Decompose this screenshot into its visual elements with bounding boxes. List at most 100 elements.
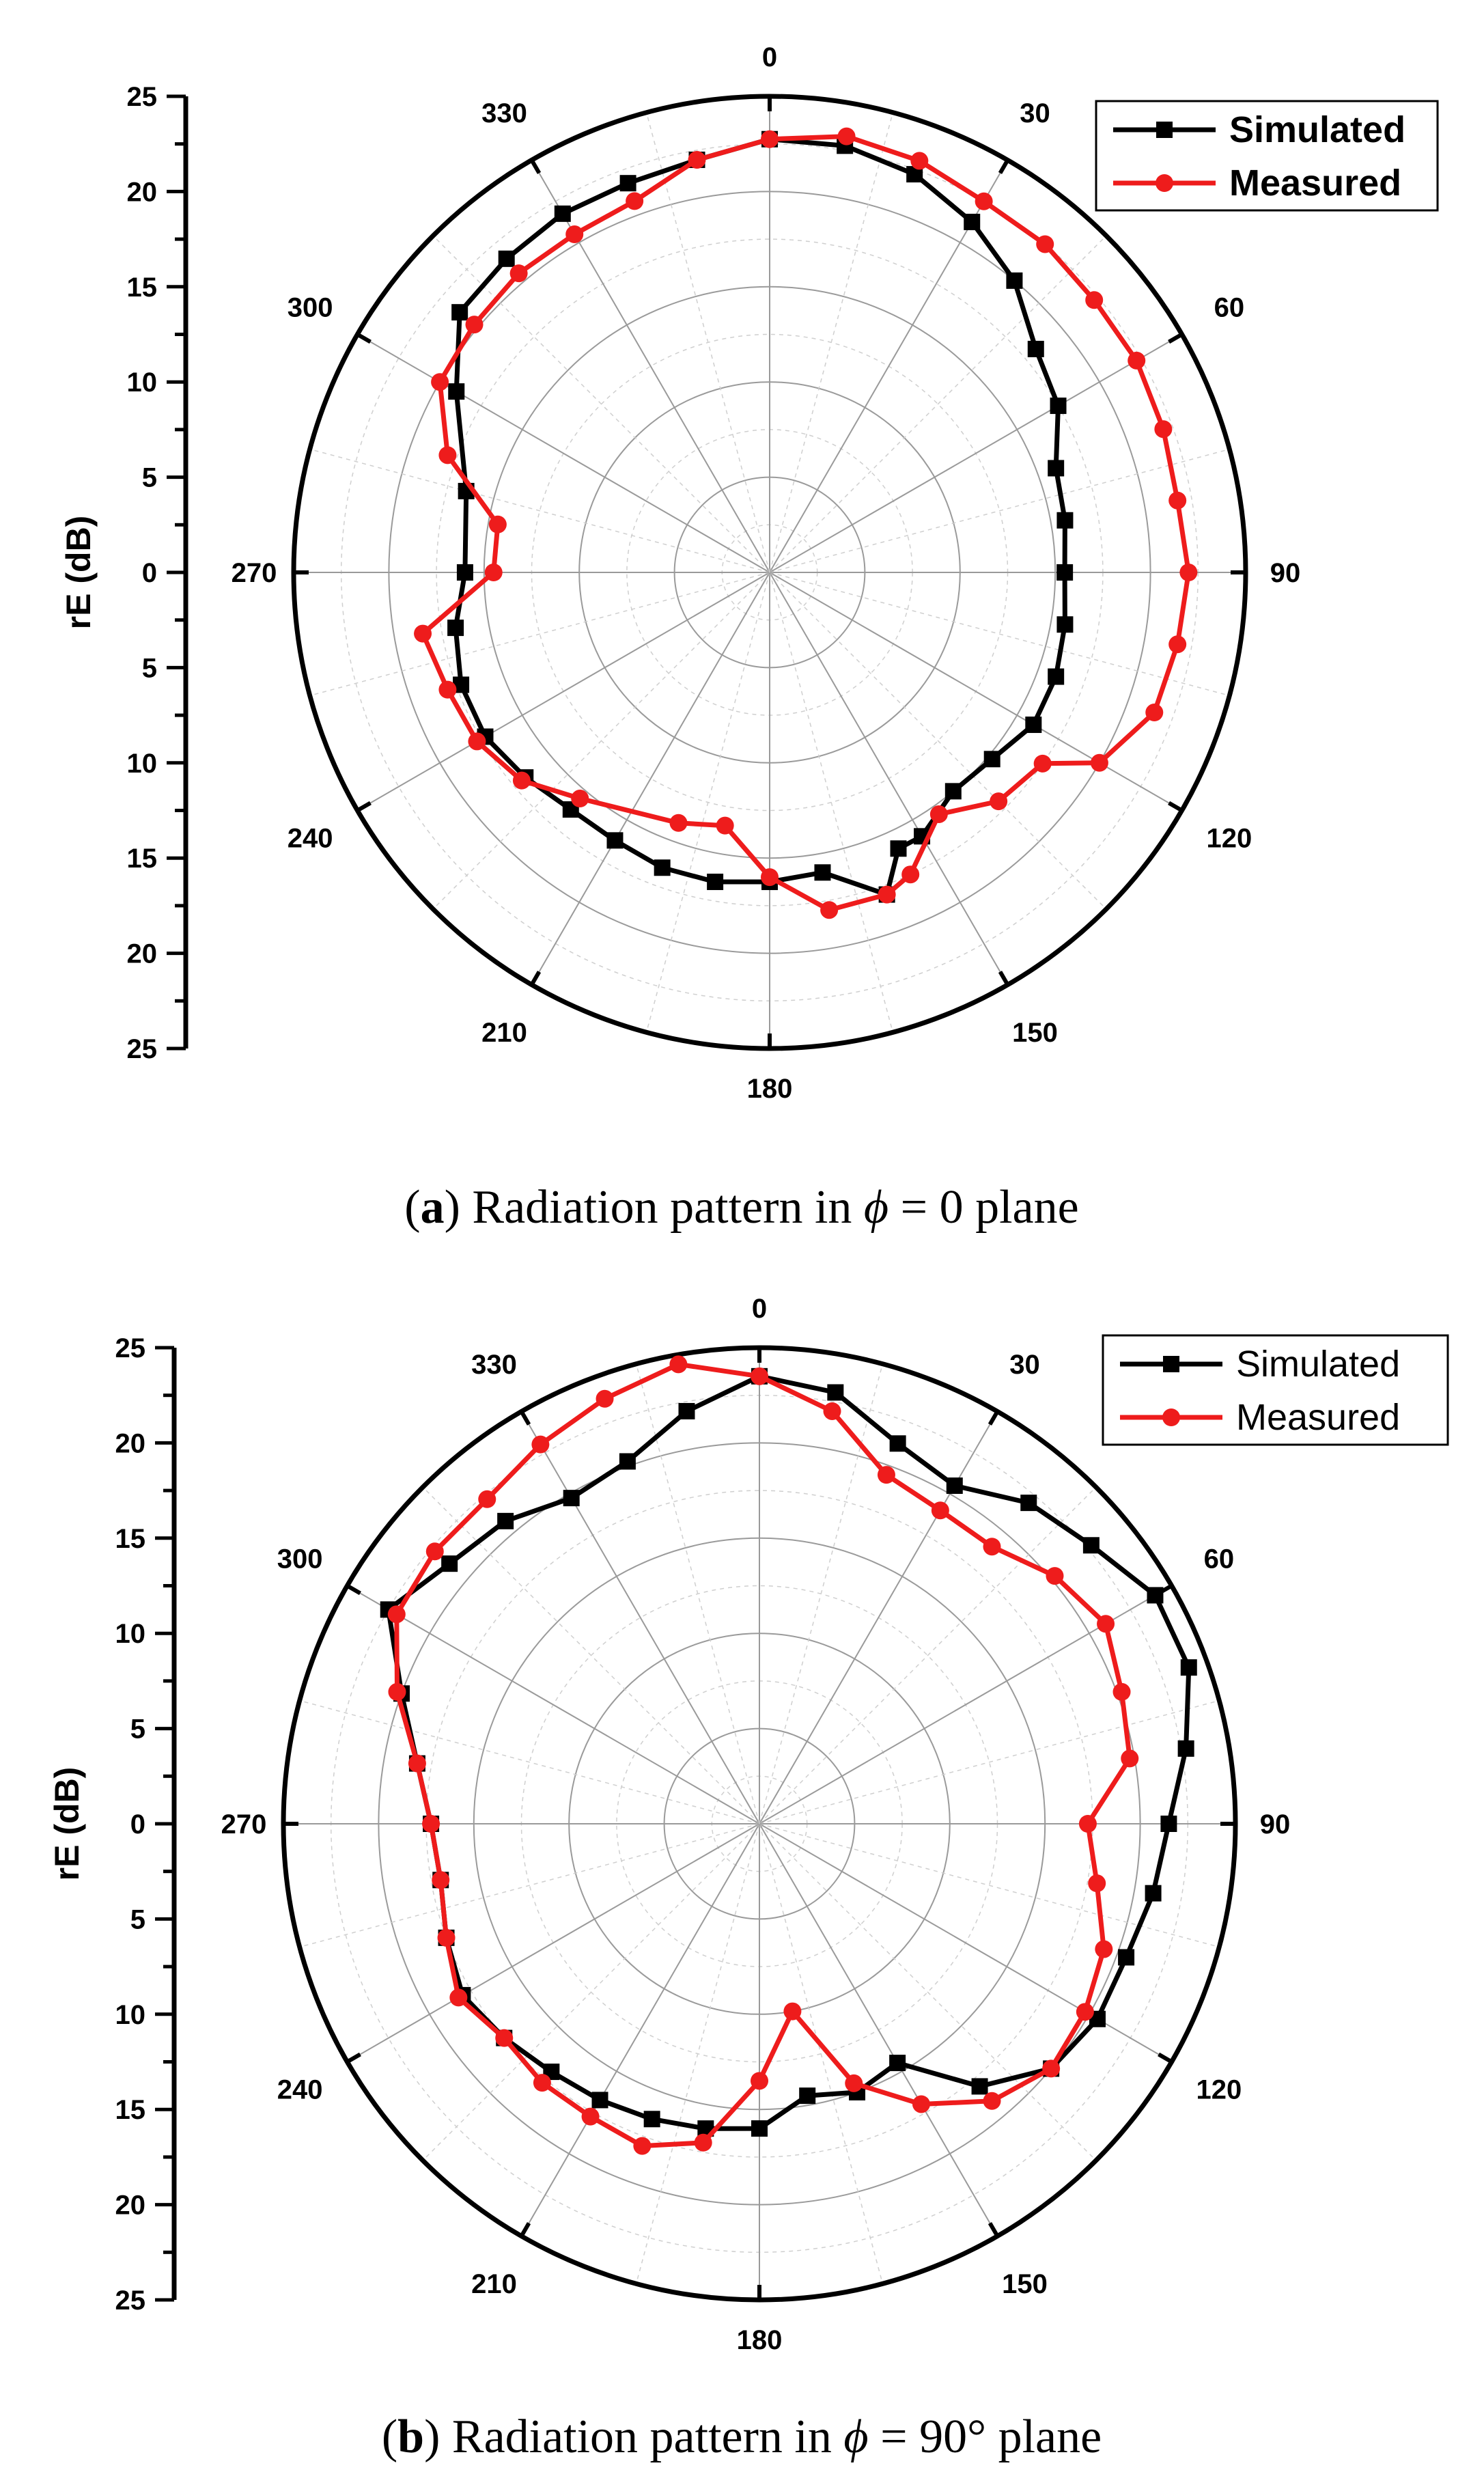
data-point-measured (509, 264, 528, 283)
data-point-measured (512, 771, 531, 790)
angle-tick (998, 158, 1010, 174)
data-point-simulated (456, 564, 473, 581)
legend-label-simulated: Simulated (1236, 1344, 1400, 1385)
data-point-simulated (1160, 1816, 1177, 1832)
data-point-simulated (498, 250, 515, 267)
legend-label-simulated: Simulated (1229, 109, 1405, 150)
angle-tick (356, 801, 372, 813)
data-point-measured (1036, 235, 1054, 253)
angle-label: 120 (1207, 824, 1252, 854)
data-point-measured (408, 1754, 426, 1773)
data-point-measured (596, 1389, 614, 1408)
radial-minor-line (432, 235, 770, 573)
data-point-simulated (1145, 1885, 1162, 1902)
data-point-measured (751, 1367, 768, 1385)
data-point-measured (388, 1682, 406, 1701)
radial-minor-line (769, 572, 1107, 910)
data-point-simulated (814, 864, 831, 881)
data-point-measured (581, 2107, 600, 2126)
data-point-simulated (1006, 272, 1023, 289)
caption-b: (b) Radiation pattern in ϕ = 90° plane (382, 2411, 1102, 2463)
data-point-measured (1042, 2059, 1061, 2078)
polar-chart-a: 0306090120150180210240270300330252015105… (59, 42, 1439, 1104)
angle-tick (1168, 801, 1184, 813)
radial-minor-line (432, 572, 770, 910)
r-tick-label: 15 (115, 2095, 146, 2125)
angle-tick (346, 2052, 361, 2064)
angle-label: 0 (752, 1294, 767, 1324)
angle-label: 60 (1204, 1544, 1235, 1574)
data-point-simulated (563, 1490, 580, 1507)
data-point-simulated (619, 1453, 636, 1470)
data-point-simulated (591, 2092, 608, 2109)
data-point-simulated (678, 1402, 695, 1419)
angle-label: 60 (1214, 293, 1245, 323)
angle-label: 210 (481, 1018, 527, 1048)
data-point-measured (1088, 1874, 1106, 1893)
legend-marker-measured (1162, 1408, 1180, 1426)
data-point-measured (1112, 1682, 1131, 1701)
data-point-measured (983, 2092, 1001, 2110)
angle-tick (529, 158, 542, 174)
data-point-measured (1033, 754, 1052, 773)
r-tick-label: 15 (115, 1524, 146, 1554)
data-point-measured (1095, 1940, 1113, 1958)
data-point-measured (531, 1435, 550, 1454)
r-tick-label: 25 (127, 1034, 158, 1064)
data-point-simulated (1082, 1537, 1100, 1554)
angle-label: 300 (277, 1544, 323, 1574)
data-point-measured (983, 1538, 1001, 1556)
radial-minor-line (422, 1823, 760, 2161)
angle-tick (519, 2222, 531, 2238)
data-point-simulated (448, 383, 465, 400)
r-tick-label: 25 (115, 2286, 146, 2316)
angle-tick (998, 971, 1010, 986)
r-tick-label: 20 (115, 2191, 146, 2221)
data-point-measured (437, 1928, 456, 1947)
radial-grid-line (769, 333, 1183, 573)
data-point-simulated (890, 840, 907, 857)
data-point-simulated (606, 832, 624, 849)
radial-minor-line (635, 1363, 760, 1824)
radial-minor-line (422, 1486, 760, 1824)
legend-marker-simulated (1156, 122, 1173, 138)
data-point-measured (414, 624, 432, 643)
radial-minor-line (769, 112, 894, 573)
data-point-measured (1121, 1749, 1139, 1768)
data-point-simulated (827, 1384, 844, 1401)
angle-tick (346, 1583, 361, 1596)
r-tick-label: 20 (115, 1428, 146, 1458)
data-point-measured (1179, 564, 1198, 581)
data-point-measured (387, 1605, 406, 1624)
angle-label: 270 (221, 1809, 267, 1840)
data-point-measured (877, 1466, 895, 1484)
data-point-simulated (1147, 1587, 1164, 1604)
data-point-simulated (1180, 1659, 1197, 1676)
angle-tick (356, 332, 372, 344)
data-point-measured (425, 1542, 444, 1561)
data-point-measured (488, 515, 507, 533)
data-point-simulated (964, 213, 981, 230)
radial-grid-line (769, 572, 1183, 811)
legend-label-measured: Measured (1229, 163, 1401, 204)
legend-box (1102, 1334, 1449, 1446)
data-point-measured (761, 868, 779, 887)
r-tick-label: 20 (127, 939, 158, 969)
data-point-measured (910, 152, 929, 170)
angle-tick (988, 1410, 1000, 1426)
data-point-simulated (497, 1512, 514, 1529)
data-point-measured (1090, 753, 1108, 772)
data-point-simulated (1118, 1949, 1135, 1966)
data-point-measured (837, 127, 856, 145)
data-point-simulated (451, 304, 468, 321)
data-point-simulated (944, 783, 962, 800)
angle-label: 180 (747, 1074, 793, 1104)
angle-label: 210 (471, 2269, 517, 2299)
data-point-measured (431, 373, 449, 391)
data-point-measured (478, 1490, 496, 1508)
angle-tick (1168, 332, 1184, 344)
data-point-measured (438, 446, 457, 464)
data-point-measured (694, 2133, 712, 2152)
radial-grid-line (769, 572, 1009, 986)
radial-grid-line (531, 159, 770, 573)
